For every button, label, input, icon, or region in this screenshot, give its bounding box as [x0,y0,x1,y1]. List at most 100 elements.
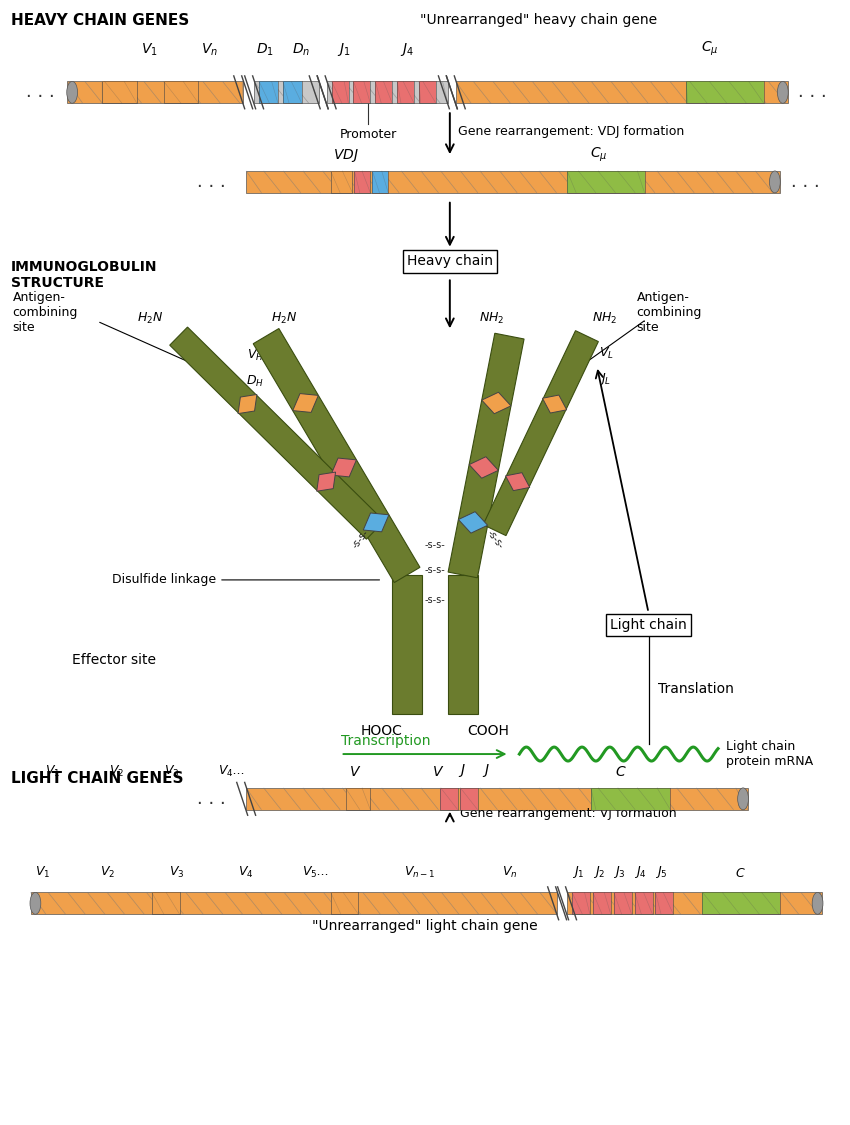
Text: Heavy chain: Heavy chain [407,254,493,269]
Bar [164,81,199,104]
Polygon shape [506,472,530,490]
Bar [567,171,644,192]
Bar [572,892,590,915]
Text: $V_3$: $V_3$ [169,865,184,881]
Text: COOH: COOH [468,724,510,738]
Bar [419,81,436,104]
Bar [655,892,673,915]
Text: . . .: . . . [26,83,55,101]
Polygon shape [253,328,420,583]
Bar [354,171,371,192]
Bar [372,171,388,192]
Text: $C$: $C$ [615,765,626,778]
Polygon shape [542,395,567,413]
Text: -s-s-: -s-s- [350,528,371,550]
Bar [259,81,278,104]
Text: -s-s-: -s-s- [484,528,505,550]
Bar [331,171,353,192]
Text: $J_3$: $J_3$ [614,864,626,881]
Text: $H_2N$: $H_2N$ [271,312,297,326]
Text: $V_H$: $V_H$ [247,348,264,363]
Text: $H_2N$: $H_2N$ [138,312,164,326]
Polygon shape [483,331,598,536]
Bar [283,81,302,104]
Text: -s-s-: -s-s- [424,565,445,575]
Text: $C_\mu$: $C_\mu$ [590,145,608,164]
Bar [332,81,348,104]
Text: $C_\mu$: $C_\mu$ [701,39,719,57]
Bar [635,892,653,915]
Ellipse shape [769,171,780,192]
Bar [614,892,632,915]
Text: $V_n$: $V_n$ [502,865,517,881]
Text: . . .: . . . [197,173,226,191]
Text: $V_5$...: $V_5$... [303,865,329,881]
Bar [440,788,458,810]
Bar [152,892,179,915]
Text: $V_n$: $V_n$ [201,42,218,57]
Bar [702,892,779,915]
Text: $V_1$: $V_1$ [141,42,158,57]
Bar [354,81,371,104]
Text: Effector site: Effector site [72,652,156,666]
Bar [567,892,823,915]
Text: -s-s-: -s-s- [424,595,445,605]
Text: $V_2$: $V_2$ [99,865,115,881]
Text: Disulfide linkage: Disulfide linkage [112,574,379,586]
Text: Antigen-
combining
site: Antigen- combining site [637,291,702,334]
Text: . . .: . . . [798,83,827,101]
Text: Promoter: Promoter [340,128,397,141]
Text: $J_H$: $J_H$ [250,396,264,412]
Text: "Unrearranged" light chain gene: "Unrearranged" light chain gene [312,919,538,933]
Text: HOOC: HOOC [360,724,402,738]
Text: $V_1$: $V_1$ [35,865,50,881]
Bar [102,81,137,104]
Bar [246,171,779,192]
Bar [591,788,671,810]
Text: Gene rearrangement: VDJ formation: Gene rearrangement: VDJ formation [458,125,684,137]
Text: $V$: $V$ [432,765,444,778]
Bar [376,81,392,104]
Bar [567,171,644,192]
Polygon shape [482,393,511,414]
Polygon shape [292,394,319,413]
Bar [397,81,414,104]
Text: $D_H$: $D_H$ [246,374,264,389]
Text: HEAVY CHAIN GENES: HEAVY CHAIN GENES [11,12,189,28]
Bar [254,81,319,104]
Bar [246,788,748,810]
Polygon shape [448,333,524,578]
Ellipse shape [30,892,41,915]
Bar [372,171,388,192]
Text: . . .: . . . [791,173,820,191]
Bar [67,81,243,104]
Text: $V_2$: $V_2$ [110,764,125,778]
Bar [345,788,371,810]
Text: $J$: $J$ [458,762,466,778]
Text: $V_1$: $V_1$ [45,764,60,778]
Text: "Unrearranged" heavy chain gene: "Unrearranged" heavy chain gene [420,12,657,27]
Bar [593,892,611,915]
Text: $C$: $C$ [734,867,745,881]
Bar [331,892,359,915]
Bar [392,575,422,714]
Bar [460,788,478,810]
Text: $V_3$: $V_3$ [164,764,179,778]
Ellipse shape [778,81,788,104]
Ellipse shape [812,892,823,915]
Text: Light chain
protein mRNA: Light chain protein mRNA [726,740,813,768]
Bar [152,892,179,915]
Bar [354,171,371,192]
Bar [440,788,458,810]
Bar [397,81,414,104]
Text: $D_1$: $D_1$ [256,42,274,57]
Bar [419,81,436,104]
Bar [591,788,671,810]
Bar [259,81,278,104]
Bar [345,788,371,810]
Text: $V_4$: $V_4$ [238,865,254,881]
Text: $J_1$: $J_1$ [337,40,350,57]
Text: IMMUNOGLOBULIN
STRUCTURE: IMMUNOGLOBULIN STRUCTURE [11,260,157,290]
Bar [331,892,359,915]
Bar [655,892,673,915]
